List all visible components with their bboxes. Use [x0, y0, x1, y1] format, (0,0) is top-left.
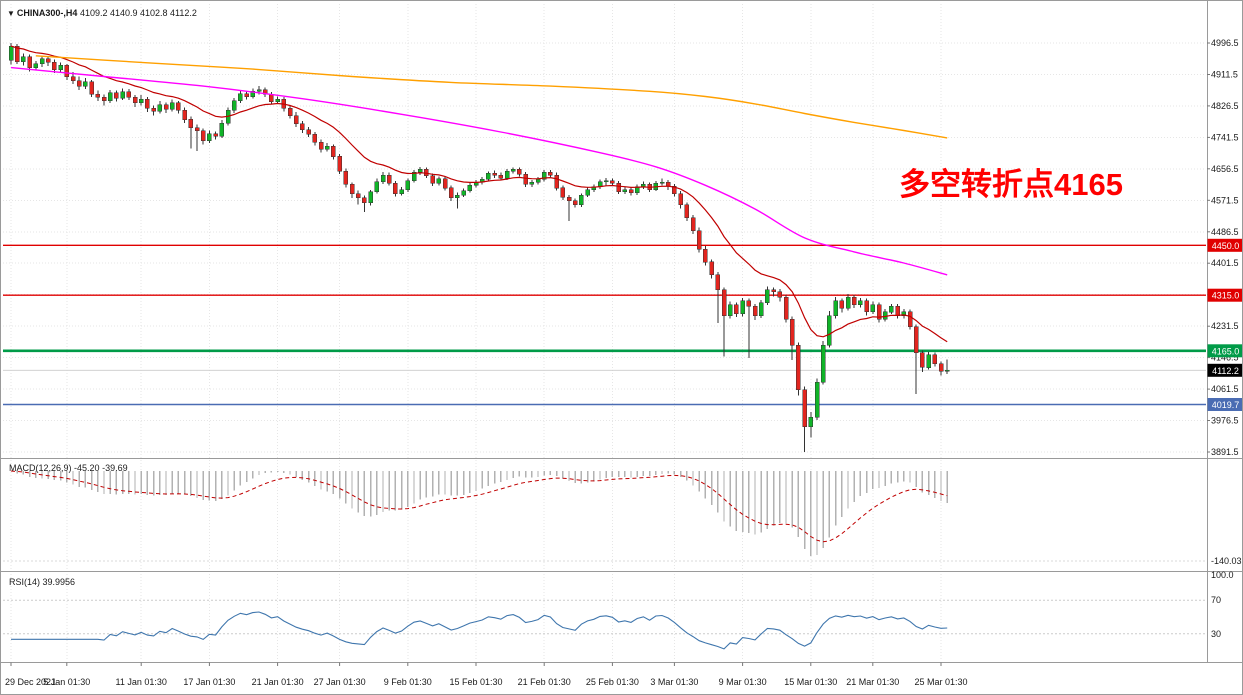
panel-separators [1, 1, 1242, 663]
svg-text:4019.7: 4019.7 [1212, 400, 1240, 410]
rsi-level-lines [3, 599, 1206, 635]
time-tick-label: 25 Feb 01:30 [586, 677, 639, 687]
candles [8, 43, 950, 452]
macd-histogram [16, 471, 948, 556]
time-tick-label: 9 Feb 01:30 [384, 677, 432, 687]
price-tick-label: 4911.5 [1211, 70, 1238, 80]
svg-text:4165.0: 4165.0 [1212, 346, 1240, 356]
price-tick-label: 4401.5 [1211, 258, 1239, 268]
time-tick-label: 5 Jan 01:30 [43, 677, 90, 687]
grid-lines [3, 4, 1206, 661]
rsi-axis-label: 30 [1211, 629, 1221, 639]
moving-averages [10, 45, 948, 343]
price-tick-label: 4996.5 [1211, 38, 1239, 48]
time-tick-label: 9 Mar 01:30 [719, 677, 767, 687]
price-tick-label: 4146.5 [1211, 353, 1239, 363]
time-tick-label: 15 Mar 01:30 [784, 677, 837, 687]
current-price-badge: 4112.2 [1207, 363, 1242, 377]
price-tick-label: 4741.5 [1211, 132, 1239, 142]
rsi-line [11, 611, 948, 650]
time-tick-label: 21 Mar 01:30 [846, 677, 899, 687]
price-badge-4165.0: 4165.0 [1207, 344, 1242, 358]
price-tick-label: 4486.5 [1211, 227, 1239, 237]
ma-fast-line [10, 45, 948, 343]
time-tick-label: 21 Feb 01:30 [518, 677, 571, 687]
svg-text:4112.2: 4112.2 [1212, 366, 1239, 376]
price-badge-4315.0: 4315.0 [1207, 288, 1242, 302]
time-tick-label: 25 Mar 01:30 [914, 677, 967, 687]
rsi-axis-label: 100.0 [1211, 570, 1234, 580]
price-axis-labels: 4996.5 4911.5 4826.5 4741.5 4656.5 4571.5 4486… [1207, 38, 1242, 639]
price-badge-4019.7: 4019.7 [1207, 398, 1242, 411]
time-tick-label: 17 Jan 01:30 [183, 677, 235, 687]
ma-medium-line [10, 66, 948, 276]
price-tick-label: 3891.5 [1211, 447, 1239, 457]
price-tick-label: 4656.5 [1211, 164, 1239, 174]
ma-slow-line [35, 55, 948, 139]
price-tick-label: 3976.5 [1211, 416, 1239, 426]
level-lines [3, 244, 1206, 406]
price-tick-label: 4826.5 [1211, 101, 1239, 111]
svg-text:4315.0: 4315.0 [1212, 291, 1240, 301]
price-badge-4450.0: 4450.0 [1207, 238, 1242, 252]
price-tick-label: 4061.5 [1211, 384, 1239, 394]
macd-axis-label: -140.03 [1211, 556, 1242, 566]
time-tick-label: 3 Mar 01:30 [650, 677, 698, 687]
time-tick-label: 11 Jan 01:30 [116, 677, 167, 687]
time-tick-label: 29 Dec 2021 [5, 677, 56, 687]
svg-text:4450.0: 4450.0 [1212, 241, 1240, 251]
rsi-axis-label: 70 [1211, 595, 1221, 605]
macd-signal-line [10, 470, 948, 543]
price-badges: 4450.0 4315.0 4165.0 4019.7 4112.2 [1207, 238, 1242, 411]
time-tick-label: 27 Jan 01:30 [314, 677, 366, 687]
time-tick-label: 21 Jan 01:30 [252, 677, 304, 687]
price-tick-label: 4571.5 [1211, 195, 1239, 205]
price-tick-label: 4231.5 [1211, 321, 1239, 331]
time-tick-label: 15 Feb 01:30 [449, 677, 502, 687]
symbol-dropdown-icon[interactable]: ▼ [7, 9, 15, 18]
